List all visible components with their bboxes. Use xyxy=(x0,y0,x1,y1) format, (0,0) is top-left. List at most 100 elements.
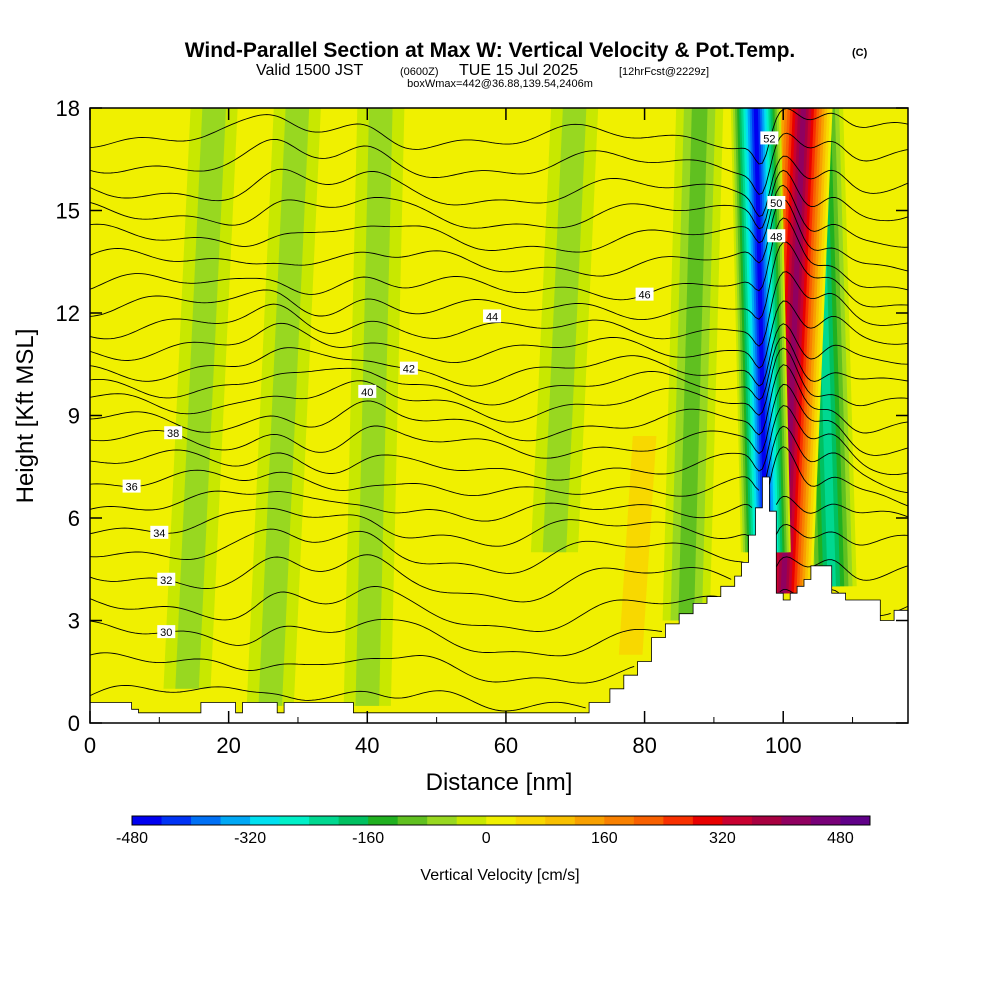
colorbar-tick-label: -480 xyxy=(116,830,148,847)
theta-contour xyxy=(779,589,794,594)
colorbar-swatch xyxy=(751,816,782,825)
svg-text:44: 44 xyxy=(486,311,498,323)
x-axis-label: Distance [nm] xyxy=(426,769,573,796)
theta-contour xyxy=(90,364,908,442)
colorbar-swatch xyxy=(456,816,487,825)
colorbar-swatch xyxy=(161,816,192,825)
theta-contour xyxy=(90,336,908,406)
theta-contour xyxy=(90,217,908,301)
theta-contour xyxy=(90,586,718,632)
colorbar-tick-label: -160 xyxy=(352,830,384,847)
colorbar-label: Vertical Velocity [cm/s] xyxy=(420,867,579,884)
x-tick-label: 0 xyxy=(84,733,96,758)
y-tick-label: 0 xyxy=(68,711,80,736)
colorbar-swatch xyxy=(309,816,340,825)
theta-contour xyxy=(90,271,908,347)
y-tick-label: 15 xyxy=(56,199,80,224)
theta-contour xyxy=(90,169,908,230)
colorbar-swatch xyxy=(486,816,517,825)
x-tick-label: 80 xyxy=(632,733,656,758)
y-tick-label: 12 xyxy=(56,301,80,326)
chart-title: Wind-Parallel Section at Max W: Vertical… xyxy=(185,39,796,62)
contour-label: 48 xyxy=(767,229,786,243)
theta-contour xyxy=(90,132,908,195)
valid-time-line: Valid 1500 JST (0600Z) TUE 15 Jul 2025 [… xyxy=(256,62,709,79)
colorbar-tick-label: 480 xyxy=(827,830,854,847)
theta-contour xyxy=(775,495,908,518)
contour-label: 38 xyxy=(164,426,183,440)
contour-label: 42 xyxy=(399,361,418,376)
colorbar-swatch xyxy=(427,816,458,825)
colorbar-frame xyxy=(131,815,871,826)
colorbar-swatch xyxy=(368,816,399,825)
theta-contour xyxy=(90,323,908,387)
theta-contour xyxy=(90,241,908,321)
copyright-mark: (C) xyxy=(852,47,868,59)
colorbar-swatch xyxy=(338,816,369,825)
valid-utc: (0600Z) xyxy=(400,66,439,78)
colorbar-swatch xyxy=(132,816,163,825)
contour-label: 34 xyxy=(150,525,169,540)
colorbar-swatch xyxy=(663,816,694,825)
colorbar-swatch xyxy=(692,816,723,825)
contour-labels: 30 32 34 36 38 40 42 44 46 48 50 52 xyxy=(122,131,786,639)
valid-date: TUE 15 Jul 2025 xyxy=(459,62,578,79)
theta-contour xyxy=(90,198,908,277)
svg-text:42: 42 xyxy=(403,364,415,376)
contour-label: 30 xyxy=(157,625,176,639)
colorbar: -480 -320 -160 0 160 320 480 xyxy=(116,815,871,847)
velocity-band xyxy=(258,108,310,706)
svg-text:32: 32 xyxy=(160,575,172,587)
svg-text:40: 40 xyxy=(361,387,373,399)
valid-time: Valid 1500 JST xyxy=(256,62,364,79)
colorbar-swatch xyxy=(633,816,664,825)
velocity-band xyxy=(678,108,708,621)
x-tick-label: 60 xyxy=(494,733,518,758)
contour-label: 40 xyxy=(358,384,377,399)
x-tick-label: 40 xyxy=(355,733,379,758)
colorbar-swatch xyxy=(515,816,546,825)
colorbar-swatch xyxy=(840,816,871,825)
contour-label: 52 xyxy=(760,131,779,145)
colorbar-swatch xyxy=(279,816,310,825)
colorbar-swatch xyxy=(397,816,428,825)
svg-text:30: 30 xyxy=(160,627,172,639)
y-tick-label: 6 xyxy=(68,506,80,531)
svg-text:46: 46 xyxy=(638,290,650,302)
theta-contour xyxy=(90,405,908,481)
y-axis-label: Height [Kft MSL] xyxy=(12,329,39,504)
y-tick-label: 3 xyxy=(68,609,80,634)
contour-label: 46 xyxy=(635,287,654,302)
terrain-mask xyxy=(90,476,908,723)
colorbar-tick-label: 160 xyxy=(591,830,618,847)
svg-text:34: 34 xyxy=(153,528,165,540)
contour-label: 32 xyxy=(157,572,176,587)
velocity-band xyxy=(753,108,768,553)
colorbar-tick-label: -320 xyxy=(234,830,266,847)
potential-temperature-contours xyxy=(90,108,908,712)
colorbar-swatch xyxy=(191,816,222,825)
colorbar-tick-label: 320 xyxy=(709,830,736,847)
colorbar-swatch xyxy=(250,816,281,825)
forecast-info: [12hrFcst@2229z] xyxy=(619,66,709,78)
y-tick-label: 18 xyxy=(56,96,80,121)
theta-contour xyxy=(90,684,586,712)
theta-contour xyxy=(90,490,753,522)
svg-text:38: 38 xyxy=(167,428,179,440)
svg-text:36: 36 xyxy=(125,482,137,494)
colorbar-swatch xyxy=(220,816,251,825)
colorbar-swatch xyxy=(574,816,605,825)
colorbar-swatch xyxy=(781,816,812,825)
theta-contour xyxy=(90,347,908,423)
y-tick-label: 9 xyxy=(68,404,80,429)
theta-contour xyxy=(765,425,908,494)
colorbar-tick-label: 0 xyxy=(482,830,491,847)
theta-contour xyxy=(831,589,839,594)
theta-contour xyxy=(90,300,908,369)
theta-contour xyxy=(768,446,908,507)
theta-contour xyxy=(90,618,662,657)
theta-contour xyxy=(880,612,891,617)
velocity-band xyxy=(175,108,226,689)
